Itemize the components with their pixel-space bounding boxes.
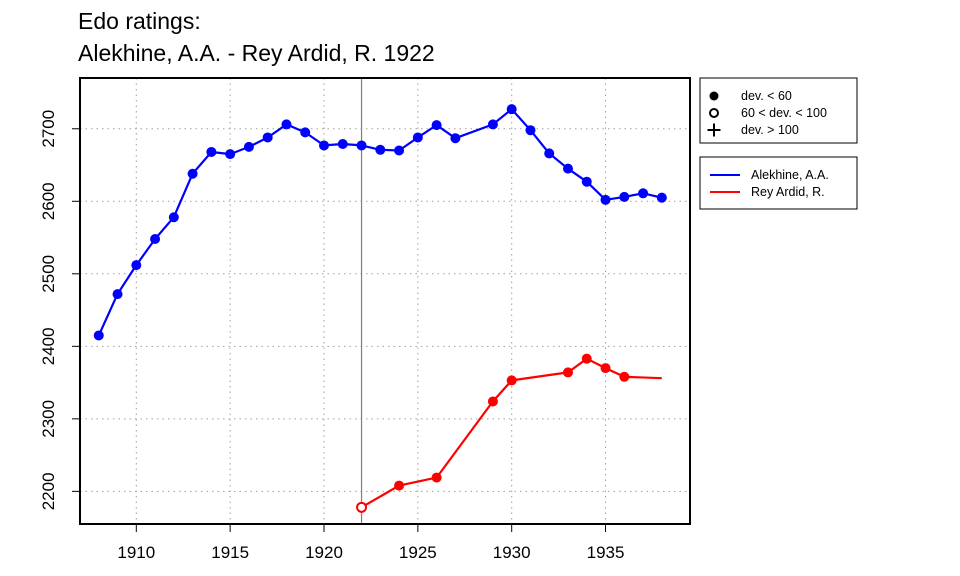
data-point — [394, 480, 405, 491]
series-layer — [93, 78, 667, 524]
marker-legend-label-3: dev. > 100 — [741, 123, 799, 137]
series-legend-label-alekhine: Alekhine, A.A. — [751, 168, 829, 182]
data-point — [243, 141, 254, 152]
data-point — [431, 472, 442, 483]
y-tick-label: 2500 — [39, 255, 58, 293]
data-point-open — [356, 501, 368, 513]
marker-legend: dev. < 60 60 < dev. < 100 dev. > 100 — [699, 77, 858, 144]
x-tick-label: 1920 — [305, 543, 343, 562]
data-point — [356, 140, 367, 151]
data-point — [150, 233, 161, 244]
data-point — [112, 289, 123, 300]
data-point — [375, 144, 386, 155]
filled-circle-symbol — [709, 91, 719, 101]
axis-layer: 1910 1915 1920 1925 1930 1935 2200 2300 2400 2500… — [39, 110, 624, 562]
data-point — [581, 353, 592, 364]
x-tick-label: 1935 — [587, 543, 625, 562]
series-line — [97, 108, 663, 336]
grid-layer — [80, 78, 690, 524]
x-tick-label: 1910 — [117, 543, 155, 562]
y-tick-label: 2600 — [39, 182, 58, 220]
data-point — [619, 371, 630, 382]
data-point — [131, 260, 142, 271]
x-tick-label: 1925 — [399, 543, 437, 562]
data-point — [300, 127, 311, 138]
chart-title: Edo ratings: — [78, 8, 201, 34]
data-point — [581, 176, 592, 187]
data-point — [262, 132, 273, 143]
data-point — [337, 138, 348, 149]
series-legend: Alekhine, A.A. Rey Ardid, R. — [699, 156, 858, 210]
plot-frame — [79, 77, 691, 525]
x-tick-label: 1915 — [211, 543, 249, 562]
data-point — [431, 120, 442, 131]
chart-subtitle: Alekhine, A.A. - Rey Ardid, R. 1922 — [78, 40, 435, 66]
data-point — [412, 132, 423, 143]
data-point — [450, 133, 461, 144]
data-point — [187, 168, 198, 179]
y-tick-label: 2200 — [39, 472, 58, 510]
data-point — [168, 212, 179, 223]
data-point — [656, 192, 667, 203]
data-point — [544, 148, 555, 159]
data-point — [281, 119, 292, 130]
data-point — [225, 149, 236, 160]
data-point — [525, 125, 536, 136]
series-legend-box — [699, 156, 858, 210]
marker-legend-label-2: 60 < dev. < 100 — [741, 106, 827, 120]
data-point — [93, 330, 104, 341]
series-line — [360, 357, 662, 509]
marker-legend-box — [699, 77, 858, 144]
data-point — [506, 375, 517, 386]
open-circle-symbol — [709, 108, 719, 118]
x-tick-label: 1930 — [493, 543, 531, 562]
y-tick-label: 2700 — [39, 110, 58, 148]
data-point — [563, 367, 573, 378]
data-point — [487, 119, 498, 130]
marker-legend-label-1: dev. < 60 — [741, 89, 792, 103]
data-point — [487, 396, 498, 407]
data-point — [506, 104, 517, 115]
y-tick-label: 2300 — [39, 400, 58, 438]
data-point — [394, 145, 405, 156]
data-point — [563, 163, 573, 174]
data-point — [600, 363, 611, 374]
data-point — [638, 188, 649, 199]
series-legend-label-rey-ardid: Rey Ardid, R. — [751, 185, 825, 199]
data-point — [206, 146, 217, 157]
y-tick-label: 2400 — [39, 327, 58, 365]
plus-symbol — [707, 123, 721, 137]
data-point — [600, 194, 611, 205]
data-point — [319, 140, 329, 151]
data-point — [619, 191, 630, 202]
